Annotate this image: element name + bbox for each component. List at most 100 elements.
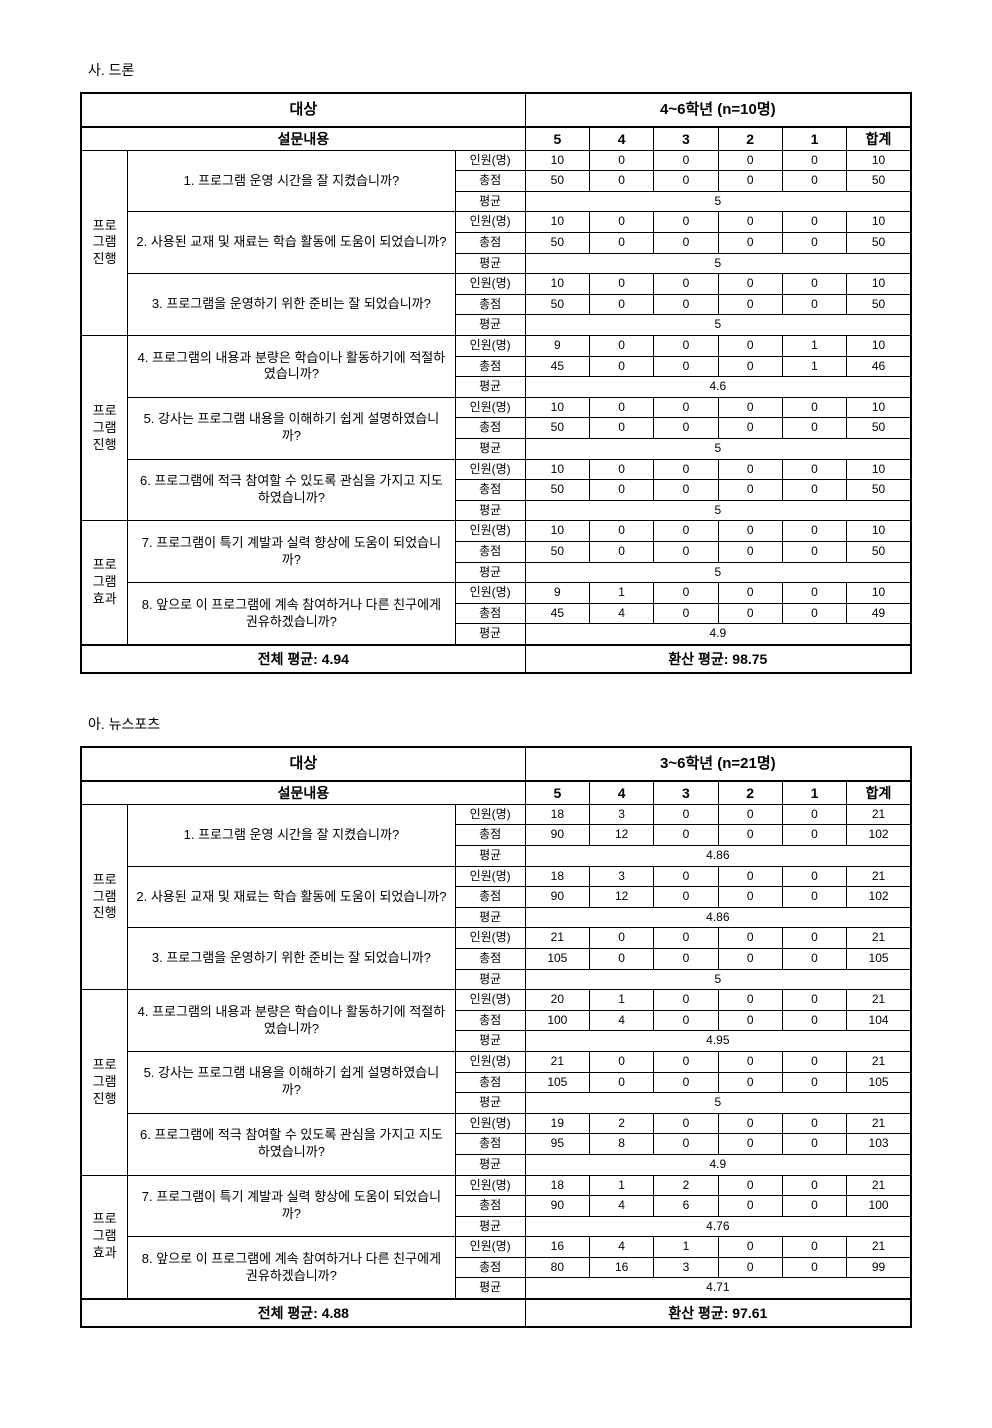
measure-avg: 평균 <box>455 562 525 583</box>
data-cell: 0 <box>718 603 782 624</box>
measure-avg: 평균 <box>455 969 525 990</box>
sum-cell: 10 <box>847 212 911 233</box>
data-cell: 0 <box>718 866 782 887</box>
data-cell: 3 <box>589 804 653 825</box>
measure-count: 인원(명) <box>455 274 525 295</box>
data-cell: 10 <box>525 150 589 171</box>
score-col-header: 4 <box>589 781 653 805</box>
category-cell: 프로그램효과 <box>81 521 128 645</box>
measure-score: 총점 <box>455 1257 525 1278</box>
sum-cell: 21 <box>847 804 911 825</box>
sum-cell: 50 <box>847 171 911 192</box>
data-cell: 0 <box>718 1134 782 1155</box>
data-cell: 1 <box>589 1175 653 1196</box>
data-cell: 0 <box>718 356 782 377</box>
avg-value: 4.76 <box>525 1216 911 1237</box>
data-cell: 0 <box>654 887 718 908</box>
data-cell: 0 <box>782 1113 846 1134</box>
data-cell: 0 <box>718 928 782 949</box>
sum-cell: 10 <box>847 150 911 171</box>
data-cell: 0 <box>589 1051 653 1072</box>
sum-cell: 99 <box>847 1257 911 1278</box>
data-cell: 50 <box>525 541 589 562</box>
data-cell: 0 <box>718 1051 782 1072</box>
measure-avg: 평균 <box>455 907 525 928</box>
data-cell: 2 <box>654 1175 718 1196</box>
data-cell: 50 <box>525 480 589 501</box>
survey-table: 대상4~6학년 (n=10명)설문내용54321합계프로그램진행1. 프로그램 … <box>80 92 912 674</box>
data-cell: 16 <box>525 1237 589 1258</box>
avg-value: 4.86 <box>525 907 911 928</box>
data-cell: 0 <box>782 1237 846 1258</box>
data-cell: 0 <box>782 274 846 295</box>
data-cell: 0 <box>718 1010 782 1031</box>
data-cell: 0 <box>589 150 653 171</box>
sum-cell: 10 <box>847 397 911 418</box>
data-cell: 0 <box>782 1051 846 1072</box>
data-cell: 0 <box>654 1051 718 1072</box>
data-cell: 0 <box>718 212 782 233</box>
measure-avg: 평균 <box>455 1216 525 1237</box>
data-cell: 0 <box>718 1175 782 1196</box>
measure-avg: 평균 <box>455 1154 525 1175</box>
data-cell: 0 <box>718 804 782 825</box>
sum-cell: 50 <box>847 233 911 254</box>
data-cell: 0 <box>654 1113 718 1134</box>
data-cell: 0 <box>589 1072 653 1093</box>
sum-cell: 21 <box>847 990 911 1011</box>
data-cell: 95 <box>525 1134 589 1155</box>
data-cell: 0 <box>718 150 782 171</box>
data-cell: 0 <box>654 541 718 562</box>
data-cell: 0 <box>782 521 846 542</box>
data-cell: 0 <box>654 418 718 439</box>
measure-avg: 평균 <box>455 253 525 274</box>
sum-cell: 50 <box>847 480 911 501</box>
measure-avg: 평균 <box>455 624 525 645</box>
measure-count: 인원(명) <box>455 990 525 1011</box>
data-cell: 12 <box>589 887 653 908</box>
data-cell: 0 <box>718 336 782 357</box>
data-cell: 0 <box>654 1134 718 1155</box>
sum-cell: 21 <box>847 866 911 887</box>
sum-cell: 21 <box>847 1237 911 1258</box>
measure-avg: 평균 <box>455 377 525 398</box>
measure-count: 인원(명) <box>455 150 525 171</box>
data-cell: 18 <box>525 804 589 825</box>
score-col-header: 2 <box>718 781 782 805</box>
measure-score: 총점 <box>455 541 525 562</box>
data-cell: 10 <box>525 459 589 480</box>
data-cell: 0 <box>782 866 846 887</box>
section-title: 아. 뉴스포츠 <box>80 714 912 734</box>
sum-cell: 102 <box>847 887 911 908</box>
data-cell: 19 <box>525 1113 589 1134</box>
data-cell: 0 <box>718 233 782 254</box>
score-col-header: 1 <box>782 127 846 151</box>
data-cell: 90 <box>525 1196 589 1217</box>
data-cell: 12 <box>589 825 653 846</box>
avg-value: 5 <box>525 315 911 336</box>
data-cell: 0 <box>782 928 846 949</box>
data-cell: 0 <box>589 948 653 969</box>
data-cell: 0 <box>782 212 846 233</box>
data-cell: 0 <box>782 541 846 562</box>
data-cell: 0 <box>782 233 846 254</box>
data-cell: 80 <box>525 1257 589 1278</box>
avg-value: 4.86 <box>525 846 911 867</box>
data-cell: 0 <box>782 887 846 908</box>
data-cell: 0 <box>654 274 718 295</box>
measure-count: 인원(명) <box>455 866 525 887</box>
data-cell: 3 <box>589 866 653 887</box>
data-cell: 0 <box>782 1134 846 1155</box>
data-cell: 21 <box>525 928 589 949</box>
data-cell: 0 <box>782 825 846 846</box>
data-cell: 0 <box>782 948 846 969</box>
data-cell: 0 <box>654 212 718 233</box>
question-cell: 1. 프로그램 운영 시간을 잘 지켰습니까? <box>128 804 455 866</box>
data-cell: 0 <box>589 171 653 192</box>
data-cell: 0 <box>589 418 653 439</box>
avg-value: 5 <box>525 439 911 460</box>
data-cell: 0 <box>654 990 718 1011</box>
data-cell: 0 <box>782 583 846 604</box>
data-cell: 0 <box>589 356 653 377</box>
data-cell: 0 <box>782 804 846 825</box>
